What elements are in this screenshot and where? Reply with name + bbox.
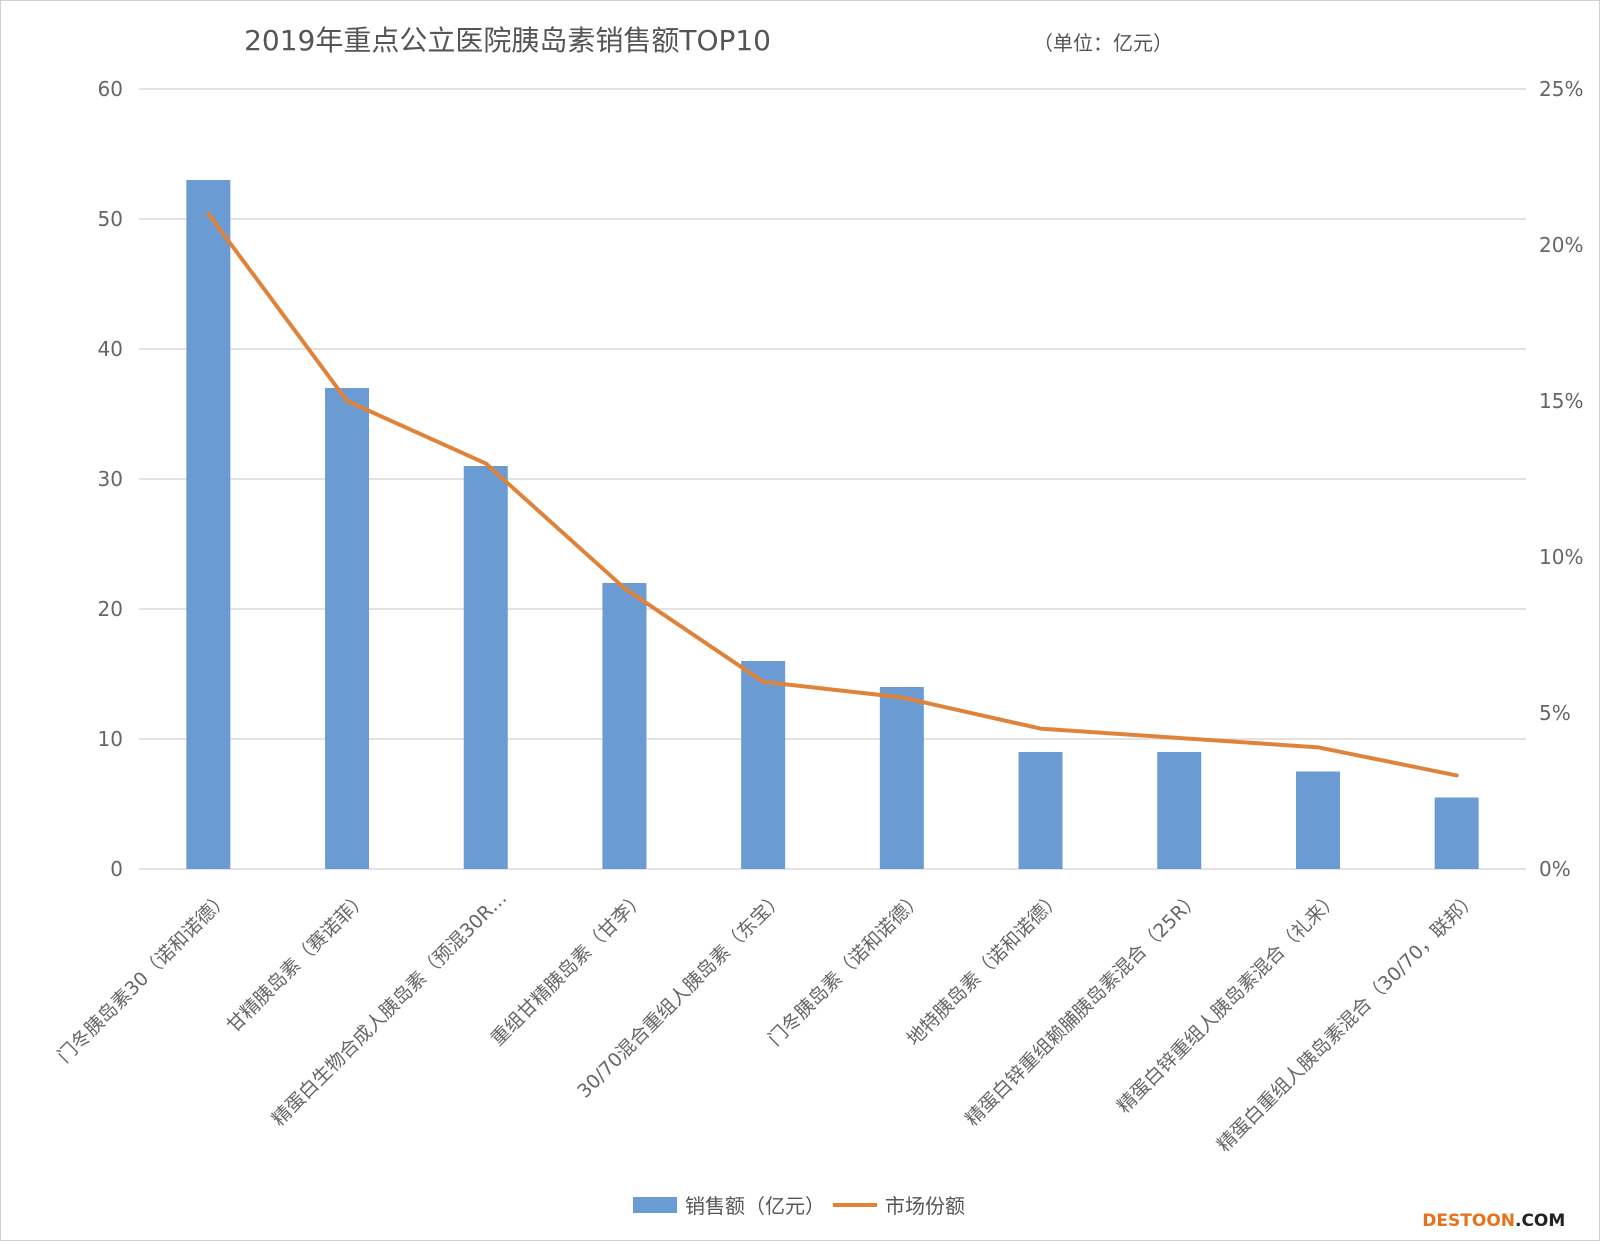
chart-title: 2019年重点公立医院胰岛素销售额TOP10	[244, 24, 771, 57]
category-label: 门冬胰岛素（诺和诺德）	[764, 887, 927, 1050]
bar	[1157, 752, 1201, 869]
right-tick-label: 10%	[1539, 545, 1583, 569]
left-tick-label: 60	[98, 77, 123, 101]
right-tick-label: 20%	[1539, 233, 1583, 257]
bar	[325, 388, 369, 869]
left-tick-label: 30	[98, 467, 123, 491]
bar	[1296, 772, 1340, 870]
category-label: 精蛋白重组人胰岛素混合（30/70，联邦）	[1213, 887, 1482, 1156]
left-tick-label: 0	[110, 857, 123, 881]
chart-unit-note: （单位：亿元）	[1033, 31, 1173, 55]
watermark-brand: DESTOON	[1422, 1211, 1515, 1231]
right-tick-label: 15%	[1539, 389, 1583, 413]
right-tick-label: 0%	[1539, 857, 1571, 881]
line-series	[208, 214, 1457, 776]
bar	[464, 466, 508, 869]
left-axis-ticks: 0 10 20 30 40 50 60	[98, 77, 123, 881]
left-tick-label: 40	[98, 337, 123, 361]
category-labels: 门冬胰岛素30（诺和诺德）甘精胰岛素（赛诺菲）精蛋白生物合成人胰岛素（预混30R…	[53, 887, 1482, 1156]
watermark-suffix: .COM	[1515, 1211, 1565, 1231]
legend-label-bar: 销售额（亿元）	[685, 1194, 825, 1218]
left-tick-label: 50	[98, 207, 123, 231]
bar	[741, 661, 785, 869]
bar-series	[186, 180, 1478, 869]
category-label: 门冬胰岛素30（诺和诺德）	[53, 887, 233, 1067]
category-label: 精蛋白锌重组人胰岛素混合（礼来）	[1113, 887, 1344, 1118]
bar	[1435, 798, 1479, 870]
share-line	[208, 214, 1456, 776]
category-label: 甘精胰岛素（赛诺菲）	[223, 887, 373, 1037]
category-label: 地特胰岛素（诺和诺德）	[903, 887, 1066, 1050]
legend: 销售额（亿元） 市场份额	[633, 1194, 965, 1218]
left-tick-label: 20	[98, 597, 123, 621]
category-label: 重组甘精胰岛素（甘李）	[487, 887, 650, 1050]
bar	[186, 180, 230, 869]
watermark: DESTOON .COM	[1422, 1211, 1565, 1231]
bar	[602, 583, 646, 869]
bar	[1019, 752, 1063, 869]
right-tick-label: 5%	[1539, 701, 1571, 725]
category-label: 精蛋白锌重组赖脯胰岛素混合（25R）	[961, 887, 1205, 1131]
right-tick-label: 25%	[1539, 77, 1583, 101]
legend-label-line: 市场份额	[885, 1194, 965, 1218]
legend-swatch-bar	[633, 1197, 677, 1213]
left-tick-label: 10	[98, 727, 123, 751]
bar	[880, 687, 924, 869]
right-axis-ticks: 0% 5% 10% 15% 20% 25%	[1539, 77, 1583, 881]
category-label: 精蛋白生物合成人胰岛素（预混30R…	[268, 887, 512, 1131]
